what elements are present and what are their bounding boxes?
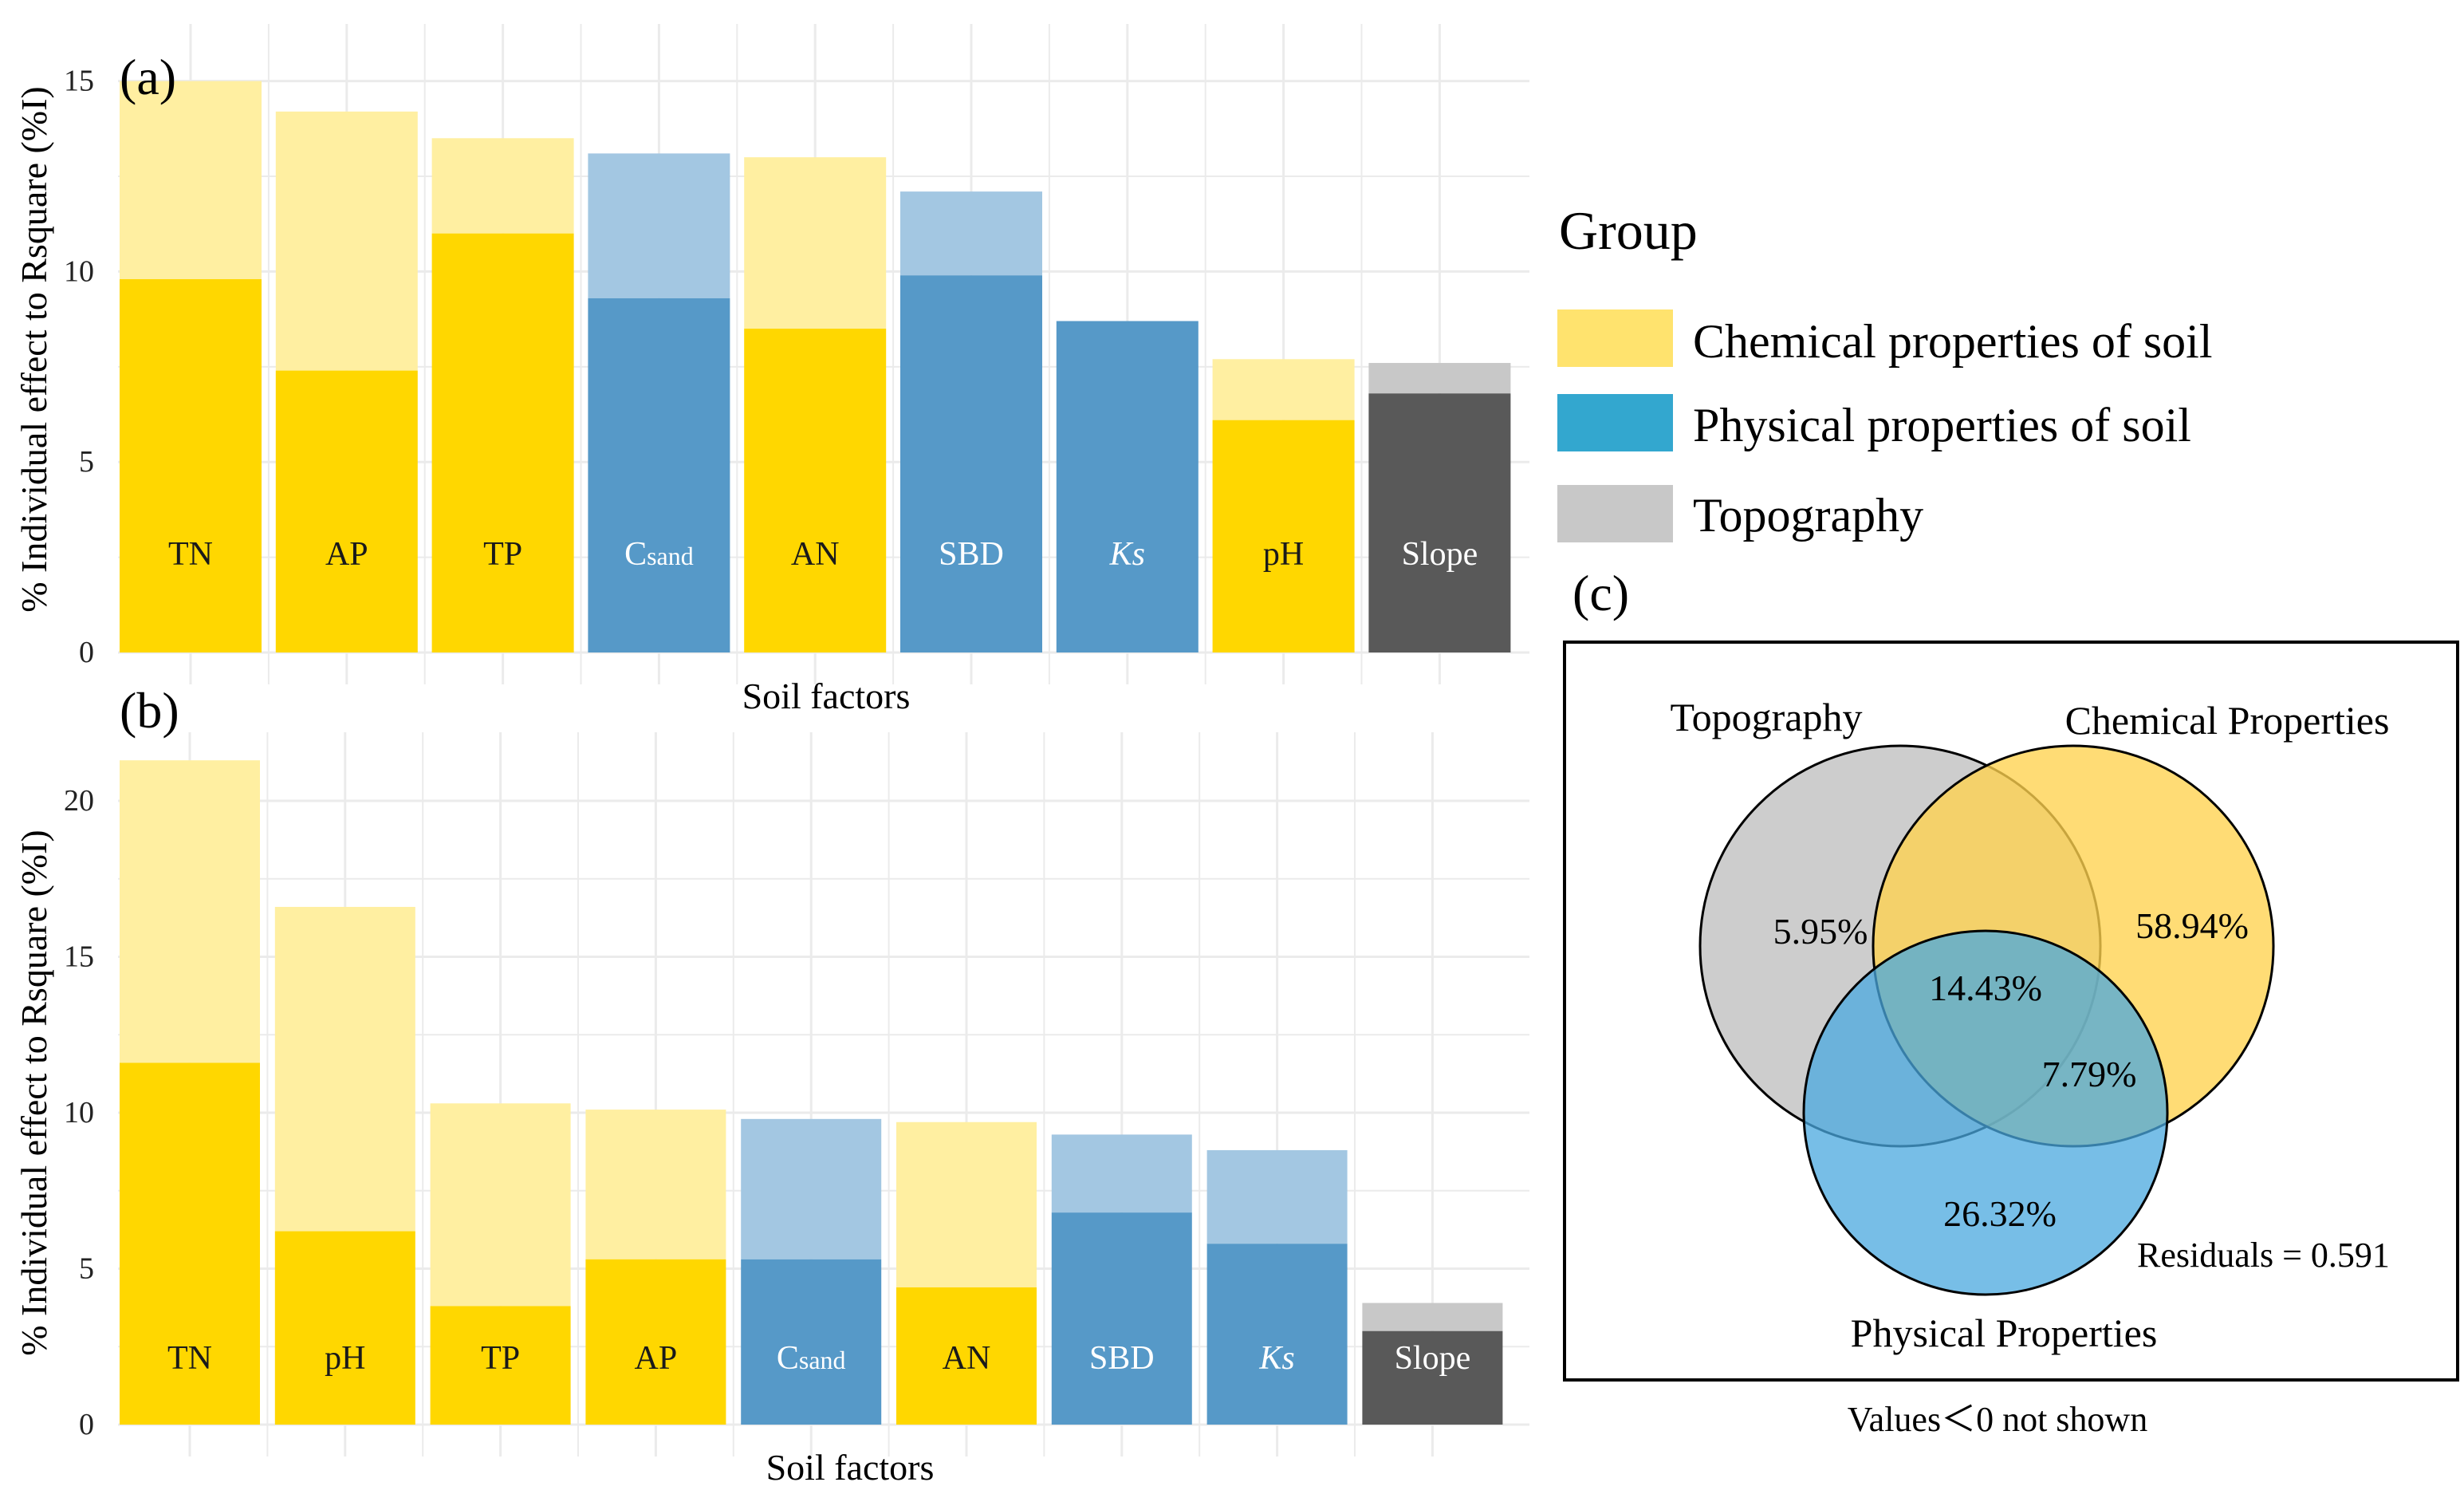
bar-label-csand: Csand — [777, 1340, 846, 1377]
bar-upper-ap — [275, 111, 418, 371]
venn-residuals: Residuals = 0.591 — [2137, 1236, 2390, 1275]
x-axis-title-b: Soil factors — [766, 1447, 935, 1488]
bar-lower-csand — [588, 298, 730, 652]
bar-lower-tp — [430, 1306, 571, 1425]
bar-label-an: AN — [943, 1340, 991, 1377]
bar-label-csand: Csand — [624, 536, 694, 573]
bar-lower-ap — [585, 1259, 726, 1425]
bar-lower-an — [896, 1287, 1037, 1425]
y-tick-label: 0 — [79, 636, 94, 669]
bar-upper-ap — [585, 1110, 726, 1259]
y-tick-label: 15 — [64, 940, 94, 974]
venn-label-chemical: Chemical Properties — [2065, 698, 2390, 743]
bar-lower-ph — [274, 1231, 415, 1425]
legend-swatch-chemical — [1557, 309, 1673, 367]
bar-upper-sbd — [900, 191, 1042, 276]
panel-label-c: (c) — [1572, 565, 1629, 621]
bar-lower-csand — [741, 1259, 882, 1425]
bar-upper-slope — [1362, 1303, 1503, 1331]
bar-label-sbd: SBD — [1089, 1340, 1155, 1377]
venn-circle-physical — [1802, 929, 2169, 1296]
bar-label-tn: TN — [167, 1340, 212, 1377]
venn-label-topography: Topography — [1671, 695, 1863, 739]
bar-label-sbd: SBD — [939, 536, 1004, 573]
y-tick-label: 5 — [79, 445, 94, 479]
bar-upper-slope — [1368, 363, 1511, 394]
y-tick-label: 10 — [64, 254, 94, 288]
bar-label-an: AN — [791, 536, 840, 573]
bar-lower-an — [744, 329, 887, 652]
bar-lower-sbd — [900, 275, 1042, 652]
bar-upper-csand — [588, 153, 730, 298]
bar-upper-ks — [1206, 1149, 1348, 1244]
legend-swatch-physical — [1557, 394, 1673, 451]
bars-b: TN pH TP AP Csand AN SBD Ks Slope — [120, 760, 1503, 1425]
venn-label-physical: Physical Properties — [1851, 1311, 2158, 1355]
bar-label-slope: Slope — [1395, 1340, 1471, 1377]
bar-lower-ph — [1212, 420, 1355, 652]
y-tick-label: 15 — [64, 65, 94, 98]
bar-label-ks: Ks — [1258, 1340, 1294, 1377]
venn-value-topography: 5.95% — [1773, 911, 1868, 952]
venn-diagram: (c) Topography Chemical Properties Physi… — [1563, 565, 2459, 1439]
y-tick-label: 10 — [64, 1096, 94, 1129]
bar-chart-a: TN AP TP Csand AN SBD Ks pH Slope 0 5 10 15 (a) Soi… — [14, 24, 1529, 716]
bar-lower-ks — [1206, 1244, 1348, 1425]
bar-label-tn: TN — [168, 536, 213, 573]
bars-a: TN AP TP Csand AN SBD Ks pH Slope — [120, 81, 1511, 653]
venn-footnote: Values＜0 not shown — [1848, 1400, 2147, 1439]
legend-title: Group — [1559, 200, 1698, 261]
bar-lower-ap — [275, 370, 418, 652]
bar-lower-tn — [120, 1062, 260, 1425]
bar-label-ap: AP — [325, 536, 368, 573]
bar-upper-tn — [120, 81, 262, 279]
bar-upper-an — [896, 1121, 1037, 1287]
bar-lower-ks — [1056, 321, 1199, 652]
y-tick-label: 5 — [79, 1252, 94, 1286]
bar-label-ap: AP — [635, 1340, 678, 1377]
bar-label-slope: Slope — [1402, 536, 1478, 573]
bar-chart-b: TN pH TP AP Csand AN SBD Ks Slope 0 5 10 15 20 (b) S… — [14, 682, 1529, 1488]
bar-label-ks: Ks — [1109, 536, 1145, 573]
legend-label-topography: Topography — [1693, 489, 1923, 542]
y-tick-label: 20 — [64, 784, 94, 818]
venn-frame — [1563, 641, 2459, 1382]
bar-upper-tp — [430, 1103, 571, 1307]
x-axis-title-a: Soil factors — [742, 676, 911, 716]
venn-value-all-three: 14.43% — [1929, 968, 2042, 1008]
panel-label-b: (b) — [120, 682, 179, 739]
venn-value-chemical: 58.94% — [2135, 905, 2249, 946]
legend-swatch-topography — [1557, 485, 1673, 542]
y-tick-label: 0 — [79, 1408, 94, 1441]
bar-upper-tp — [431, 138, 574, 234]
bar-label-tp: TP — [483, 536, 522, 573]
y-axis-title-b: % Individual effect to Rsquare (%I) — [14, 830, 54, 1356]
bar-upper-tn — [120, 760, 260, 1063]
bar-label-ph: pH — [1263, 536, 1304, 573]
bar-lower-sbd — [1051, 1212, 1192, 1425]
venn-value-physical: 26.32% — [1943, 1193, 2057, 1234]
bar-label-tp: TP — [481, 1340, 520, 1377]
legend: Group Chemical properties of soil Physic… — [1557, 200, 2213, 542]
bar-upper-sbd — [1051, 1134, 1192, 1213]
bar-lower-slope — [1362, 1330, 1503, 1425]
bar-lower-tp — [431, 233, 574, 653]
bar-lower-tn — [120, 278, 262, 652]
bar-upper-ph — [1212, 359, 1355, 420]
bar-label-ph: pH — [325, 1340, 365, 1377]
y-ticks-b: 0 5 10 15 20 — [64, 784, 94, 1441]
y-axis-title-a: % Individual effect to Rsquare (%I) — [14, 86, 54, 613]
bar-upper-csand — [741, 1118, 882, 1259]
y-ticks-a: 0 5 10 15 — [64, 65, 94, 669]
legend-label-physical: Physical properties of soil — [1693, 399, 2191, 451]
venn-value-chemical-physical: 7.79% — [2042, 1054, 2137, 1094]
legend-label-chemical: Chemical properties of soil — [1693, 315, 2213, 368]
panel-label-a: (a) — [120, 49, 176, 105]
bar-upper-an — [744, 157, 887, 329]
bar-upper-ph — [274, 906, 415, 1232]
bar-lower-slope — [1368, 393, 1511, 652]
